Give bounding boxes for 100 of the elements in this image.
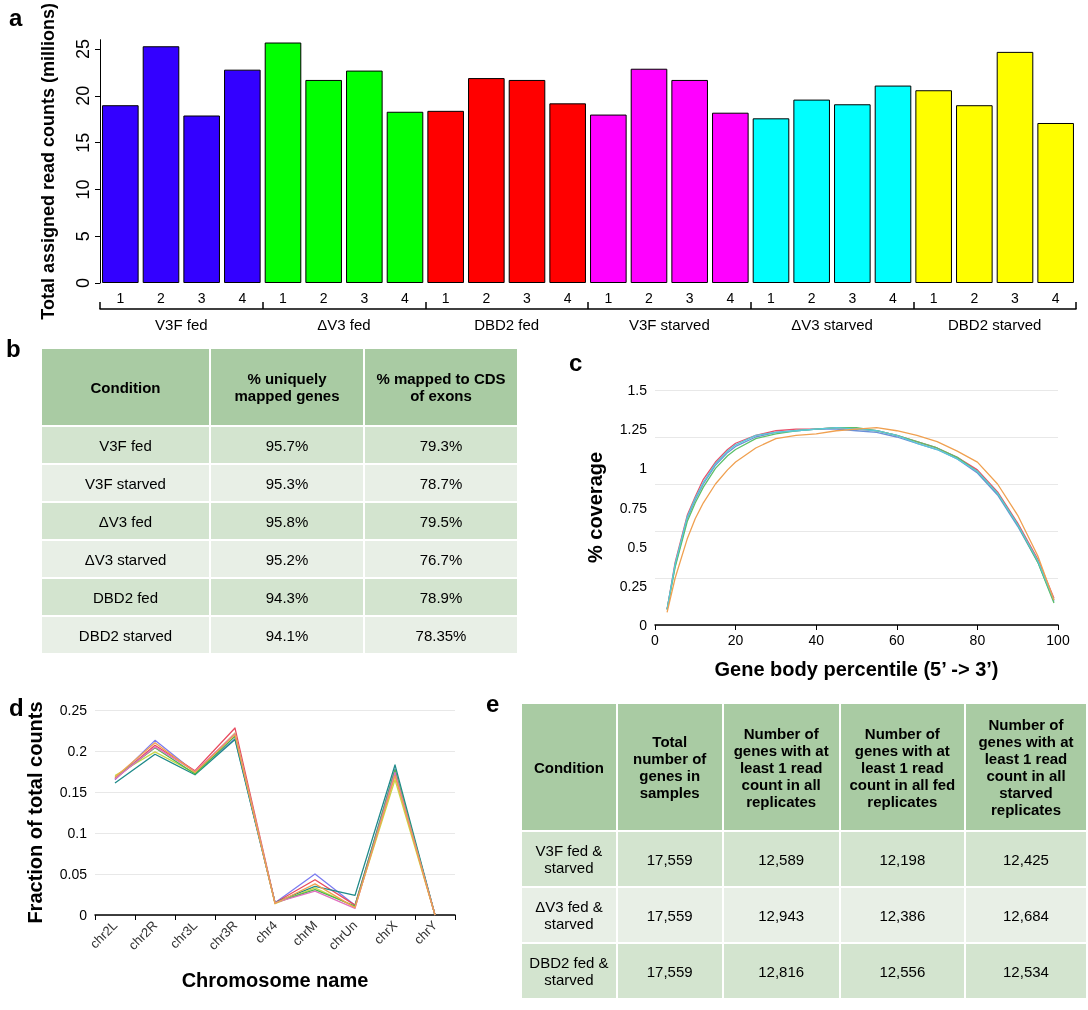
category-label: DBD2 starved xyxy=(78,626,173,644)
x-tick-label: 4 xyxy=(238,290,247,306)
category-label: ΔV3 starved xyxy=(84,550,167,568)
bar xyxy=(671,79,708,283)
text: 12,198 xyxy=(879,850,926,868)
y-tick-label: 0.2 xyxy=(67,743,88,759)
chart-title: d xyxy=(9,693,24,721)
text: 94.3% xyxy=(265,588,309,606)
category-label: DBD2 fed xyxy=(92,588,159,606)
text: 12,589 xyxy=(758,850,805,868)
text: b xyxy=(6,335,21,363)
chart-title: a xyxy=(9,3,23,31)
category-label: Number of genes with at least 1 read count in all replicates xyxy=(722,703,840,831)
text: 12,556 xyxy=(879,962,926,980)
x-tick-label: 1 xyxy=(441,290,450,306)
y-tick-label: 25 xyxy=(73,39,93,60)
x-tick-label: 2 xyxy=(970,290,979,306)
text: 95.2% xyxy=(265,550,309,568)
y-tick-label: 0.5 xyxy=(627,538,648,555)
x-tick-label: 4 xyxy=(563,290,572,306)
x-tick-label: 1 xyxy=(604,290,613,306)
x-tick-label: 40 xyxy=(808,632,825,648)
text: 17,559 xyxy=(646,962,693,980)
y-tick-label: 1 xyxy=(639,460,648,477)
x-tick-label: 2 xyxy=(645,290,654,306)
bar xyxy=(752,118,790,283)
x-tick-label: 4 xyxy=(889,290,898,306)
y-axis-title: % coverage xyxy=(584,451,606,564)
text: 95.8% xyxy=(265,512,309,530)
y-tick-label: 1.25 xyxy=(619,421,648,438)
y-tick-label: 10 xyxy=(73,179,93,200)
x-tick-label: chr4 xyxy=(251,917,281,947)
category-label: DBD2 fed & starved xyxy=(529,954,609,988)
bar xyxy=(468,78,505,283)
x-tick-label: 4 xyxy=(726,290,735,306)
y-tick-label: 0.15 xyxy=(59,784,88,800)
y-axis-title: Fraction of total counts xyxy=(24,701,46,924)
bar xyxy=(549,103,586,283)
x-tick-label: 2 xyxy=(157,290,166,306)
x-tick-label: 3 xyxy=(197,290,206,306)
bar xyxy=(630,68,668,283)
category-label: Total number of genes in samples xyxy=(616,703,723,831)
bar xyxy=(346,70,383,283)
x-tick-label: 3 xyxy=(523,290,532,306)
category-label: % uniquely mapped genes xyxy=(210,348,364,426)
bar xyxy=(183,115,220,283)
x-tick-label: 3 xyxy=(848,290,857,306)
category-label: ΔV3 fed & starved xyxy=(535,898,603,932)
x-tick-label: 2 xyxy=(807,290,816,306)
text: 76.7% xyxy=(419,550,463,568)
text: 79.5% xyxy=(419,512,463,530)
category-label: Condition xyxy=(521,703,617,831)
bar xyxy=(427,110,464,283)
y-tick-label: 0 xyxy=(639,617,648,633)
x-tick-label: 80 xyxy=(969,632,986,648)
text: ΔV3 starved xyxy=(791,316,873,333)
y-tick-label: 1.5 xyxy=(627,382,648,398)
x-tick-label: 2 xyxy=(482,290,491,306)
text: 12,386 xyxy=(879,906,926,924)
text: e xyxy=(486,690,500,718)
x-tick-label: 3 xyxy=(685,290,694,306)
category-label: % mapped to CDS of exons xyxy=(364,348,518,426)
x-tick-label: 60 xyxy=(889,632,905,648)
bar xyxy=(386,111,424,283)
text: 95.7% xyxy=(265,436,309,454)
x-tick-label: 3 xyxy=(360,290,369,306)
category-label: ΔV3 fed xyxy=(98,512,153,530)
text: V3F starved xyxy=(628,316,710,333)
text: 95.3% xyxy=(265,474,309,492)
bar xyxy=(874,85,912,283)
category-label: Number of genes with at least 1 read count in all starved replicates xyxy=(964,703,1087,831)
bar xyxy=(1037,122,1074,283)
y-tick-label: 20 xyxy=(73,85,93,106)
x-tick-label: 100 xyxy=(1046,632,1070,648)
x-tick-label: 1 xyxy=(116,290,125,306)
y-tick-label: 0.05 xyxy=(59,866,88,882)
bar xyxy=(224,69,261,283)
text: 94.1% xyxy=(265,626,309,644)
bar xyxy=(793,99,830,283)
y-tick-label: 5 xyxy=(73,231,93,242)
y-tick-label: 0.25 xyxy=(59,702,88,718)
x-axis-title: Chromosome name xyxy=(181,969,369,991)
text: 17,559 xyxy=(646,906,693,924)
text: 12,425 xyxy=(1003,850,1049,868)
text: 12,684 xyxy=(1003,906,1049,924)
x-tick-label: 20 xyxy=(727,632,744,648)
bar xyxy=(142,46,180,283)
bar xyxy=(834,104,871,283)
y-axis-title: Total assigned read counts (millions) xyxy=(37,3,58,320)
text: 12,816 xyxy=(758,962,805,980)
x-tick-label: 0 xyxy=(651,632,660,648)
x-tick-label: 3 xyxy=(1011,290,1020,306)
text: 78.7% xyxy=(419,474,463,492)
x-tick-label: 4 xyxy=(1051,290,1060,306)
text: 78.9% xyxy=(419,588,463,606)
y-tick-label: 0.75 xyxy=(619,499,648,516)
text: 17,559 xyxy=(646,850,693,868)
text: 12,534 xyxy=(1003,962,1049,980)
text: DBD2 fed xyxy=(474,316,540,333)
text: DBD2 starved xyxy=(947,316,1042,333)
